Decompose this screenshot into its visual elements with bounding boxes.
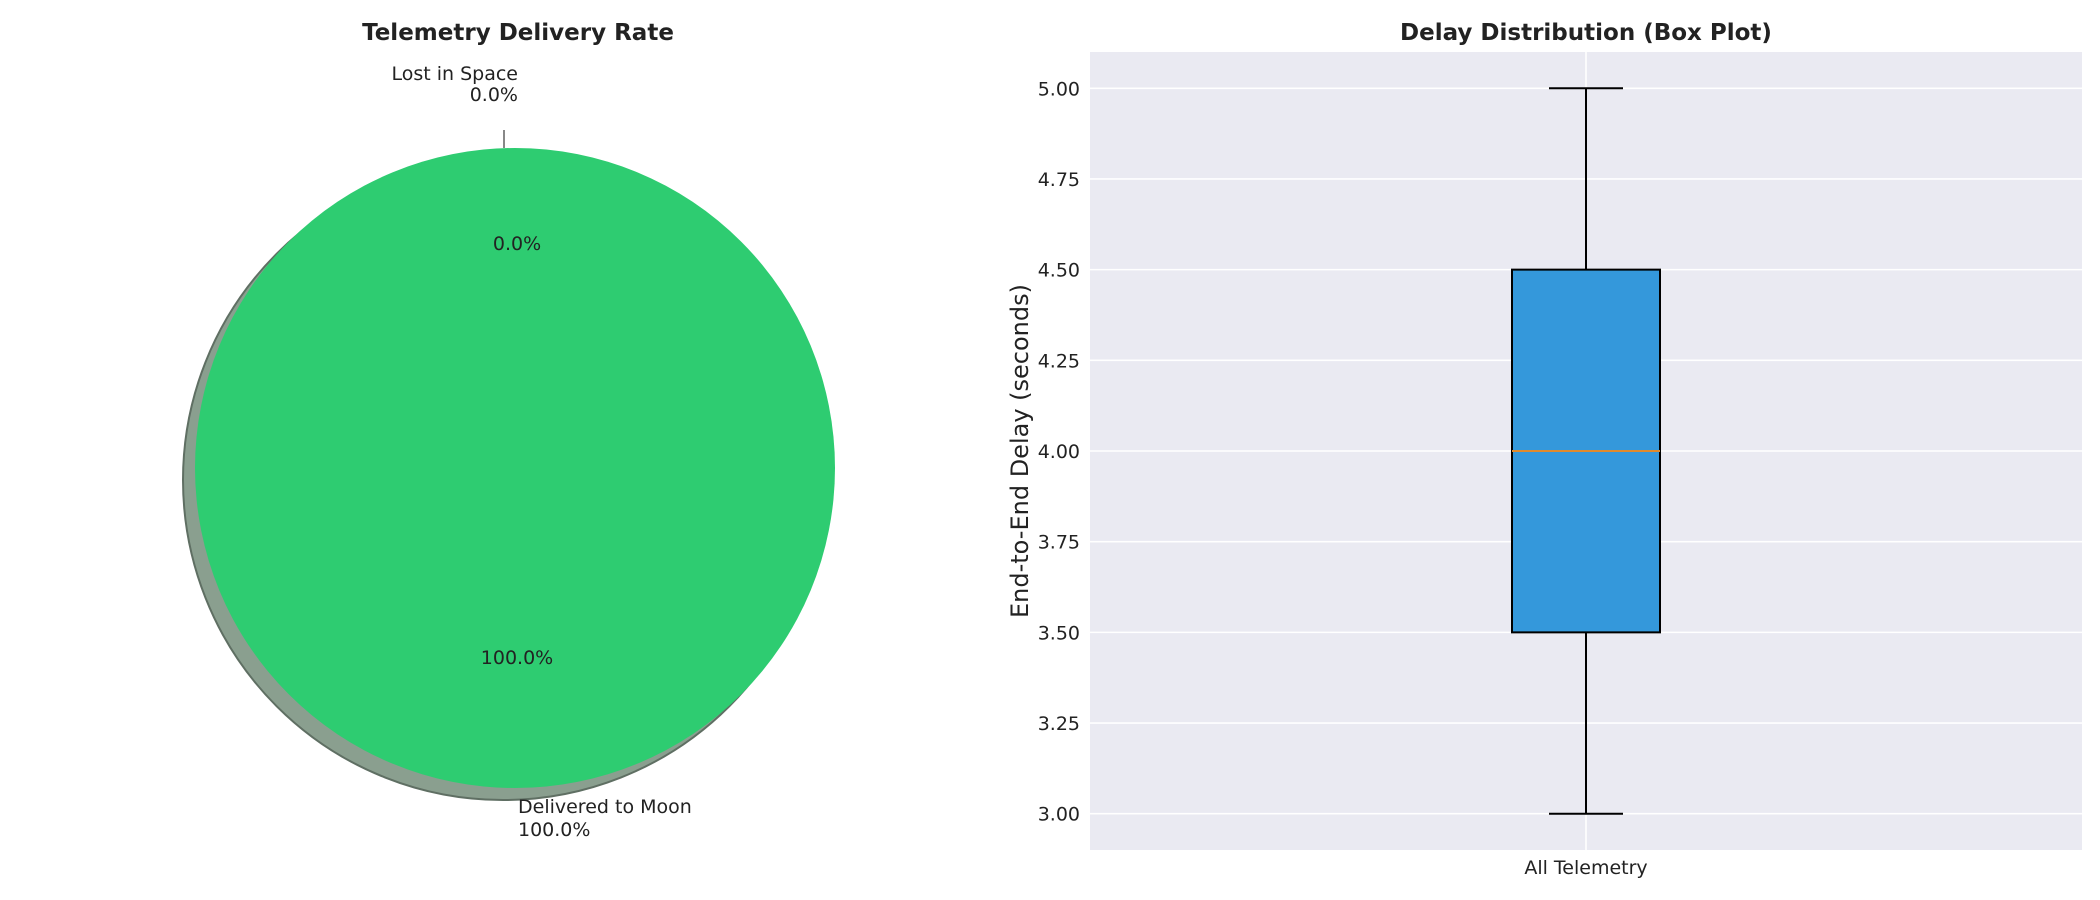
box-all-telemetry <box>1511 87 1661 815</box>
y-tick-label: 3.00 <box>1038 804 1080 826</box>
box-title: Delay Distribution (Box Plot) <box>1400 20 1772 46</box>
pie-label-lost-pct: 0.0% <box>470 84 518 106</box>
pie-pct-delivered: 100.0% <box>481 647 553 669</box>
pie-slice-delivered <box>195 148 835 788</box>
y-tick-label: 4.25 <box>1038 350 1080 372</box>
y-tick-label: 3.75 <box>1038 532 1080 554</box>
pie-label-delivered: Delivered to Moon <box>518 796 692 818</box>
y-tick-label: 5.00 <box>1038 78 1080 100</box>
y-tick-label: 4.75 <box>1038 169 1080 191</box>
box-plot-chart: Delay Distribution (Box Plot) 3.00 3.25 3.… <box>1006 20 2082 879</box>
pie-label-lost: Lost in Space <box>391 63 518 85</box>
y-tick-label: 4.00 <box>1038 441 1080 463</box>
x-tick-label: All Telemetry <box>1524 857 1647 879</box>
pie-pct-lost: 0.0% <box>493 233 541 255</box>
y-tick-label: 4.50 <box>1038 260 1080 282</box>
pie-chart: Telemetry Delivery Rate Lost in Space0.0… <box>182 20 835 841</box>
y-tick-label: 3.25 <box>1038 713 1080 735</box>
y-tick-label: 3.50 <box>1038 622 1080 644</box>
pie-label-delivered-pct: 100.0% <box>518 819 590 841</box>
pie-title: Telemetry Delivery Rate <box>362 20 674 46</box>
y-axis-label: End-to-End Delay (seconds) <box>1006 284 1034 618</box>
